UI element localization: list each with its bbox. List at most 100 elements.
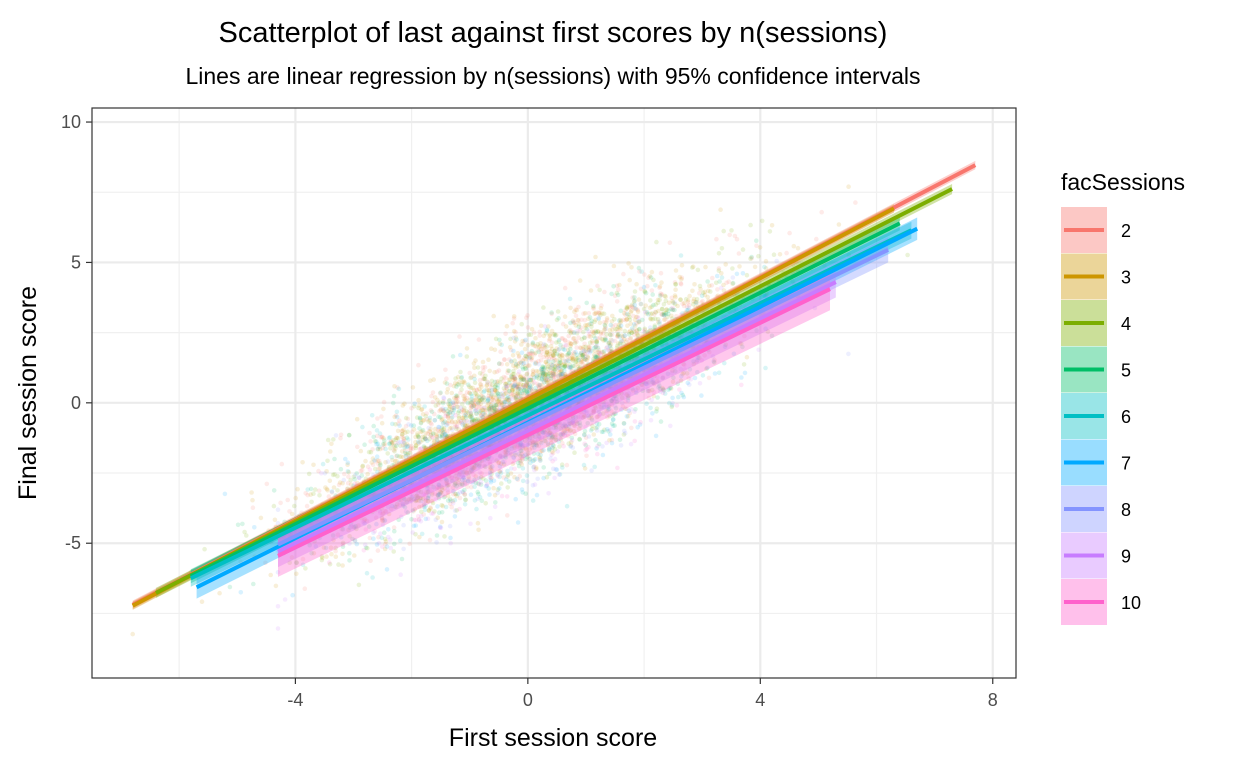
scatter-point <box>477 398 482 404</box>
scatter-point <box>429 498 435 504</box>
scatter-point <box>469 404 475 410</box>
scatter-point <box>593 310 599 316</box>
scatter-point <box>596 311 602 316</box>
scatter-point <box>449 427 455 432</box>
scatter-point <box>249 490 254 495</box>
scatter-point <box>511 316 517 321</box>
scatter-point <box>681 394 687 400</box>
scatter-point <box>478 413 484 419</box>
scatter-point <box>468 375 473 381</box>
scatter-point <box>403 443 408 448</box>
scatter-point <box>634 331 640 336</box>
scatter-point <box>462 393 468 399</box>
scatter-point <box>582 317 588 323</box>
scatter-point <box>544 474 550 480</box>
scatter-point <box>612 338 618 344</box>
scatter-point <box>649 269 655 275</box>
scatter-point <box>469 397 474 402</box>
scatter-point <box>522 346 528 352</box>
scatter-point <box>552 331 557 337</box>
scatter-point <box>427 429 432 435</box>
scatter-point <box>452 508 458 513</box>
scatter-point <box>553 372 559 377</box>
scatter-point <box>577 436 582 442</box>
scatter-point <box>424 490 429 495</box>
scatter-point <box>449 407 455 413</box>
scatter-point <box>551 443 556 449</box>
scatter-point <box>522 390 527 396</box>
scatter-point <box>510 320 515 326</box>
scatter-point <box>347 550 352 556</box>
scatter-point <box>593 254 598 260</box>
scatter-point <box>517 458 522 463</box>
scatter-point <box>503 399 508 405</box>
scatter-point <box>525 342 531 348</box>
scatter-point <box>264 481 270 487</box>
scatter-point <box>658 419 664 424</box>
scatter-point <box>574 307 580 313</box>
scatter-point <box>480 407 485 413</box>
scatter-point <box>455 381 460 387</box>
scatter-point <box>647 305 653 311</box>
scatter-point <box>546 446 552 452</box>
scatter-point <box>440 400 446 406</box>
scatter-point <box>690 264 696 270</box>
scatter-point <box>526 453 531 459</box>
scatter-point <box>659 311 664 317</box>
scatter-point <box>729 228 734 233</box>
scatter-point <box>587 331 593 337</box>
scatter-point <box>486 401 491 406</box>
scatter-point <box>586 316 591 322</box>
scatter-point <box>423 498 429 504</box>
scatter-point <box>626 261 631 266</box>
scatter-point <box>568 421 573 427</box>
scatter-point <box>558 368 564 374</box>
scatter-point <box>567 362 572 367</box>
scatter-point <box>529 348 535 354</box>
scatter-point <box>458 390 463 396</box>
scatter-point <box>440 399 446 404</box>
scatter-point <box>618 327 623 332</box>
scatter-point <box>449 390 455 396</box>
scatter-point <box>439 519 445 525</box>
scatter-point <box>393 422 398 427</box>
scatter-point <box>561 429 566 435</box>
scatter-point <box>457 495 463 501</box>
scatter-point <box>556 373 561 379</box>
scatter-point <box>551 370 557 376</box>
scatter-point <box>549 437 554 443</box>
scatter-point <box>697 290 702 296</box>
scatter-point <box>399 449 405 454</box>
scatter-point <box>393 413 399 418</box>
scatter-point <box>564 363 569 369</box>
scatter-point <box>536 362 542 367</box>
scatter-point <box>649 397 654 403</box>
scatter-point <box>626 304 631 310</box>
scatter-point <box>632 298 637 304</box>
scatter-point <box>517 444 522 450</box>
scatter-point <box>525 450 531 456</box>
scatter-point <box>509 452 514 457</box>
scatter-point <box>633 314 639 320</box>
scatter-point <box>619 338 624 344</box>
scatter-point <box>530 440 536 446</box>
scatter-point <box>354 416 360 422</box>
scatter-point <box>477 386 482 392</box>
scatter-point <box>707 349 712 355</box>
scatter-point <box>549 449 555 455</box>
scatter-point <box>648 317 654 322</box>
scatter-point <box>452 396 457 401</box>
scatter-point <box>539 437 544 443</box>
scatter-point <box>520 478 526 484</box>
scatter-point <box>470 465 476 471</box>
scatter-point <box>434 540 439 545</box>
scatter-point <box>651 312 657 317</box>
scatter-point <box>534 368 539 374</box>
scatter-point <box>597 335 603 341</box>
scatter-point <box>637 319 642 324</box>
scatter-point <box>618 340 623 345</box>
scatter-point <box>721 282 726 288</box>
scatter-point <box>571 428 577 434</box>
scatter-point <box>383 460 388 465</box>
scatter-point <box>494 396 500 402</box>
